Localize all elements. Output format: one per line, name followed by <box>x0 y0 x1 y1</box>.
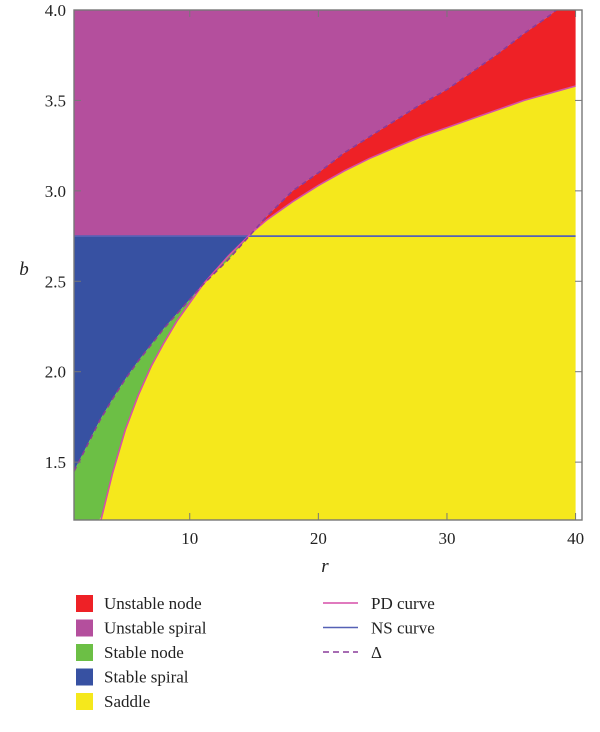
y-axis-title: b <box>19 259 29 280</box>
legend-swatch <box>76 619 93 637</box>
y-tick-label: 2.5 <box>45 272 66 291</box>
legend: Unstable node Unstable spiral Stable node S… <box>76 594 435 711</box>
plot-area <box>74 10 576 520</box>
legend-label: NS curve <box>371 619 435 638</box>
x-tick-label: 20 <box>310 529 327 548</box>
legend-swatch <box>76 644 93 661</box>
region-stable-spiral <box>74 236 576 472</box>
legend-label: Saddle <box>104 692 150 711</box>
x-axis-title: r <box>321 556 329 577</box>
curves <box>74 10 576 520</box>
x-tick-label: 40 <box>567 529 584 548</box>
legend-label: Stable spiral <box>104 668 189 687</box>
pd-curve <box>100 85 576 520</box>
y-tick-label: 3.0 <box>45 182 66 201</box>
axes: 10 20 30 40 1.5 2.0 2.5 3.0 3.5 4.0 <box>45 1 584 548</box>
legend-swatch <box>76 693 93 710</box>
y-tick-label: 1.5 <box>45 453 66 472</box>
legend-label: Unstable node <box>104 594 202 613</box>
x-tick-label: 30 <box>438 529 455 548</box>
delta-curve <box>74 10 557 472</box>
legend-label: PD curve <box>371 594 435 613</box>
plot-frame <box>73 9 583 521</box>
x-tick-label: 10 <box>181 529 198 548</box>
legend-label: Unstable spiral <box>104 619 207 638</box>
legend-swatch <box>76 595 93 612</box>
legend-label: Stable node <box>104 643 184 662</box>
y-tick-label: 4.0 <box>45 1 66 20</box>
legend-label: Δ <box>371 643 382 662</box>
y-tick-label: 2.0 <box>45 363 66 382</box>
region-unstable-spiral <box>74 10 576 237</box>
region-saddle <box>74 86 576 520</box>
y-tick-label: 3.5 <box>45 91 66 110</box>
legend-swatch <box>76 668 93 686</box>
